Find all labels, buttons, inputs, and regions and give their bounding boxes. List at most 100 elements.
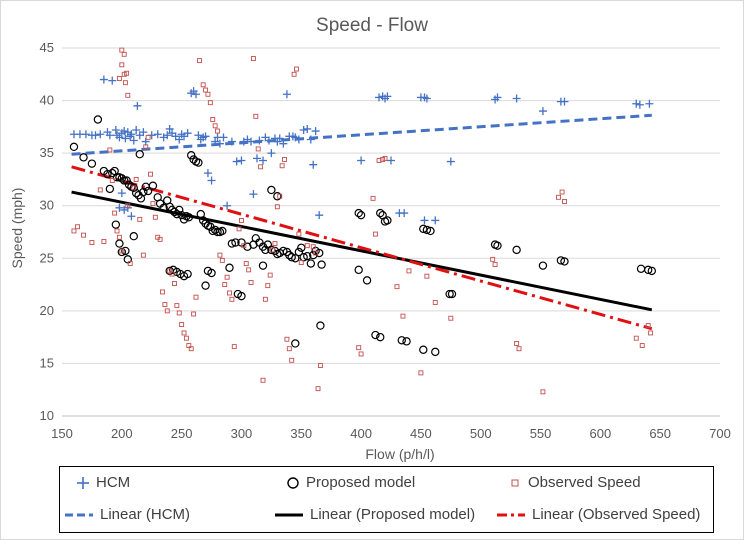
observed-point	[143, 144, 149, 150]
hcm-point	[255, 136, 264, 145]
hcm-point	[375, 93, 384, 102]
hcm-point	[115, 203, 124, 212]
legend-item-proposed: Proposed model	[286, 474, 415, 491]
observed-point	[81, 232, 86, 238]
hcm-point	[81, 130, 90, 139]
hcm-point	[299, 126, 308, 135]
proposed-point	[362, 276, 372, 285]
hcm-point	[247, 137, 256, 146]
x-axis-title: Flow (p/h/l)	[365, 446, 434, 462]
proposed-point	[93, 115, 103, 124]
observed-point	[253, 113, 259, 119]
observed-point	[492, 262, 498, 268]
observed-point	[284, 336, 290, 342]
observed-point	[274, 204, 280, 210]
observed-point	[382, 155, 388, 161]
proposed-point	[201, 281, 210, 290]
hcm-point	[237, 156, 246, 165]
observed-point	[212, 123, 218, 129]
hcm-point	[223, 201, 232, 210]
series-square	[71, 47, 654, 395]
observed-point	[296, 231, 302, 237]
observed-point	[133, 176, 139, 182]
proposed-point	[287, 253, 296, 262]
proposed-point	[175, 205, 184, 215]
y-tick-label: 20	[40, 303, 54, 318]
proposed-point	[194, 158, 203, 167]
observed-point	[289, 357, 295, 363]
proposed-point	[556, 256, 566, 265]
observed-point	[262, 296, 268, 302]
observed-point	[207, 100, 213, 106]
hcm-point	[127, 212, 136, 221]
dashed-line-icon	[65, 513, 93, 516]
observed-point	[270, 247, 276, 253]
observed-point	[648, 330, 654, 336]
observed-point	[116, 234, 122, 240]
observed-point	[157, 236, 163, 242]
data-points	[69, 47, 657, 395]
observed-point	[406, 268, 412, 274]
proposed-point	[303, 251, 312, 261]
observed-point	[298, 260, 304, 265]
hcm-point	[132, 126, 141, 135]
observed-point	[246, 267, 252, 273]
hcm-point	[645, 99, 654, 108]
observed-point	[101, 239, 107, 244]
x-tick-label: 200	[111, 426, 133, 441]
observed-point	[114, 228, 120, 234]
hcm-point	[175, 135, 184, 144]
hcm-point	[163, 131, 172, 140]
proposed-point	[376, 208, 385, 218]
proposed-point	[183, 269, 192, 279]
plus-marker-icon	[77, 476, 89, 489]
gridlines	[62, 47, 720, 364]
hcm-point	[258, 156, 267, 165]
observed-point	[394, 284, 400, 290]
observed-point	[183, 335, 189, 341]
proposed-point	[148, 181, 158, 190]
observed-point	[490, 256, 496, 262]
hcm-point	[400, 209, 409, 218]
observed-point	[205, 91, 211, 97]
proposed-point	[227, 239, 237, 248]
observed-point	[540, 389, 546, 395]
proposed-point	[315, 248, 324, 258]
hcm-point	[115, 133, 124, 142]
proposed-point	[159, 203, 168, 213]
proposed-point	[225, 263, 234, 272]
observed-point	[562, 199, 567, 204]
proposed-point	[117, 247, 127, 257]
observed-point	[172, 281, 177, 286]
proposed-point	[187, 151, 196, 160]
observed-point	[267, 272, 273, 278]
x-tick-label: 600	[590, 426, 612, 441]
hcm-point	[203, 169, 212, 178]
trendline-hcm	[71, 113, 652, 156]
proposed-point	[445, 289, 454, 299]
proposed-point	[644, 265, 653, 275]
observed-point	[279, 163, 285, 169]
y-tick-label: 15	[40, 355, 54, 370]
y-tick-label: 25	[40, 250, 54, 265]
observed-point	[176, 310, 182, 316]
hcm-point	[560, 97, 569, 106]
proposed-point	[354, 208, 363, 218]
observed-point	[169, 271, 175, 277]
proposed-point	[122, 176, 131, 185]
observed-point	[119, 248, 125, 254]
observed-point	[248, 280, 254, 285]
observed-point	[222, 282, 228, 288]
observed-point	[152, 214, 158, 220]
series-plus	[69, 75, 654, 225]
y-tick-label: 30	[40, 198, 54, 213]
hcm-point	[309, 160, 318, 169]
observed-point	[250, 56, 256, 61]
observed-point	[317, 363, 323, 368]
x-tick-label: 150	[51, 426, 73, 441]
proposed-point	[108, 168, 117, 178]
observed-point	[260, 377, 266, 383]
proposed-point	[172, 209, 182, 219]
observed-point	[148, 171, 153, 177]
